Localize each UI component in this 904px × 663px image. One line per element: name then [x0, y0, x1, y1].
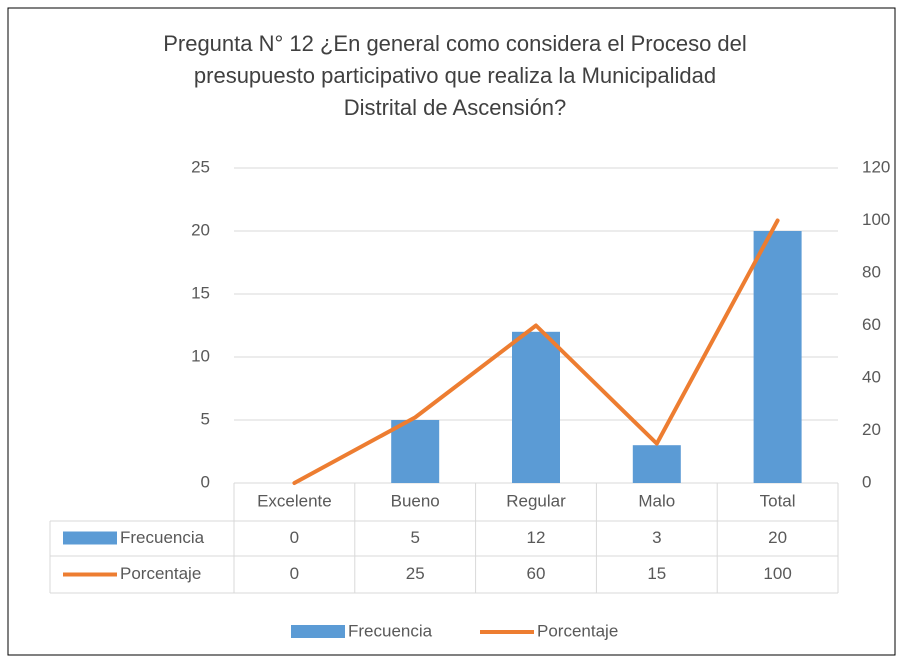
chart-border: [7, 7, 896, 656]
x-tick-label: Bueno: [391, 491, 440, 510]
table-row-header: Frecuencia: [120, 528, 205, 547]
line: [292, 218, 780, 485]
table-cell: 60: [527, 564, 546, 583]
y-tick-label: 0: [201, 472, 210, 491]
legend-label: Frecuencia: [348, 621, 433, 640]
table-cell: 0: [290, 528, 299, 547]
chart-title: Pregunta N° 12 ¿En general como consider…: [163, 31, 747, 56]
table-row-header: Porcentaje: [120, 564, 201, 583]
chart-title: presupuesto participativo que realiza la…: [194, 63, 716, 88]
y-tick-label: 15: [191, 283, 210, 302]
x-tick-label: Excelente: [257, 491, 332, 510]
y2-tick-label: 0: [862, 472, 871, 491]
table-cell: 0: [290, 564, 299, 583]
bar: [512, 331, 560, 483]
table-cell: 100: [763, 564, 791, 583]
table-cell: 3: [652, 528, 661, 547]
chart-title: Distrital de Ascensión?: [344, 95, 567, 120]
legend-label: Porcentaje: [537, 621, 618, 640]
bar: [632, 445, 681, 483]
y-tick-label: 10: [191, 346, 210, 365]
y-tick-label: 20: [191, 220, 210, 239]
y2-tick-label: 60: [862, 315, 881, 334]
table-cell: 5: [410, 528, 419, 547]
table-cell: 15: [647, 564, 666, 583]
y-tick-label: 5: [201, 409, 210, 428]
table-cell: 12: [527, 528, 546, 547]
y2-tick-label: 100: [862, 210, 890, 229]
table-cell: 20: [768, 528, 787, 547]
x-tick-label: Total: [760, 491, 796, 510]
y2-tick-label: 120: [862, 157, 890, 176]
y-tick-label: 25: [191, 157, 210, 176]
table-legend-key: [63, 531, 117, 545]
bar: [391, 420, 440, 483]
y2-tick-label: 40: [862, 367, 881, 386]
legend-key: [291, 625, 345, 638]
bar: [753, 231, 802, 483]
y2-tick-label: 20: [862, 420, 881, 439]
x-tick-label: Malo: [638, 491, 675, 510]
x-tick-label: Regular: [506, 491, 566, 510]
y2-tick-label: 80: [862, 262, 881, 281]
table-cell: 25: [406, 564, 425, 583]
